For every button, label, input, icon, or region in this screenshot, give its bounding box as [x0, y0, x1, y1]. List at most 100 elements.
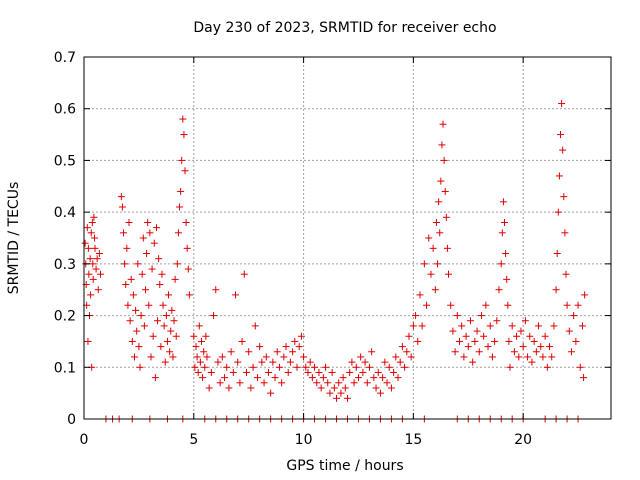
data-point — [532, 348, 540, 356]
data-point — [409, 322, 417, 330]
data-point — [317, 384, 325, 392]
data-point — [155, 255, 163, 263]
data-point — [271, 374, 279, 382]
data-point — [249, 363, 257, 371]
data-point — [177, 187, 185, 195]
data-point — [117, 193, 125, 201]
y-axis-title: SRMTID / TECUs — [6, 182, 22, 295]
data-point — [447, 301, 455, 309]
data-point — [330, 384, 338, 392]
data-point — [361, 358, 369, 366]
data-point — [469, 358, 477, 366]
data-point — [168, 306, 176, 314]
data-point — [83, 224, 91, 232]
data-point — [363, 379, 371, 387]
data-point — [501, 218, 509, 226]
data-point — [438, 141, 446, 149]
data-point — [286, 358, 294, 366]
data-point — [91, 234, 99, 242]
data-point — [521, 317, 529, 325]
data-point — [539, 353, 547, 361]
data-point — [552, 286, 560, 294]
data-point — [576, 363, 584, 371]
data-point — [251, 322, 259, 330]
data-point — [555, 172, 563, 180]
data-point — [291, 337, 299, 345]
data-point — [370, 374, 378, 382]
data-point — [149, 332, 157, 340]
y-tick-label: 0 — [67, 412, 76, 428]
data-point — [94, 286, 102, 294]
data-point — [143, 250, 151, 258]
data-points — [81, 100, 589, 423]
data-point — [203, 353, 211, 361]
data-point — [537, 343, 545, 351]
data-point — [431, 286, 439, 294]
data-point — [201, 363, 209, 371]
data-point — [432, 218, 440, 226]
data-point — [451, 348, 459, 356]
data-point — [124, 301, 132, 309]
data-point — [159, 301, 167, 309]
data-point — [486, 322, 494, 330]
data-point — [498, 229, 506, 237]
data-point — [508, 322, 516, 330]
data-point — [304, 368, 312, 376]
y-tick-label: 0.2 — [54, 309, 76, 325]
data-point — [300, 353, 308, 361]
data-point — [458, 322, 466, 330]
data-point — [297, 332, 305, 340]
data-point — [453, 312, 461, 320]
data-point — [278, 379, 286, 387]
data-point — [158, 270, 166, 278]
data-point — [313, 379, 321, 387]
data-point — [354, 374, 362, 382]
data-point — [535, 322, 543, 330]
data-point — [96, 270, 104, 278]
data-point — [559, 146, 567, 154]
data-point — [379, 374, 387, 382]
data-point — [91, 244, 99, 252]
data-point — [503, 275, 511, 283]
data-point — [326, 389, 334, 397]
data-point — [92, 265, 100, 273]
data-point — [192, 343, 200, 351]
data-point — [519, 343, 527, 351]
data-point — [197, 337, 205, 345]
x-tick-label: 0 — [80, 432, 89, 448]
data-point — [129, 291, 137, 299]
data-point — [120, 229, 128, 237]
data-point — [513, 332, 521, 340]
data-point — [218, 353, 226, 361]
data-point — [398, 343, 406, 351]
data-point — [128, 337, 136, 345]
data-point — [462, 332, 470, 340]
data-point — [176, 203, 184, 211]
x-tick-label: 10 — [295, 432, 313, 448]
data-point — [530, 337, 538, 345]
data-point — [199, 374, 207, 382]
data-point — [293, 363, 301, 371]
data-point — [139, 234, 147, 242]
data-point — [221, 374, 229, 382]
data-point — [357, 353, 365, 361]
data-point — [550, 322, 558, 330]
data-point — [488, 353, 496, 361]
data-point — [484, 343, 492, 351]
data-point — [223, 363, 231, 371]
data-point — [137, 312, 145, 320]
data-point — [132, 306, 140, 314]
data-point — [146, 229, 154, 237]
data-point — [365, 363, 373, 371]
data-point — [182, 218, 190, 226]
data-point — [150, 239, 158, 247]
data-point — [200, 348, 208, 356]
axis-ticks — [83, 56, 611, 420]
data-point — [441, 187, 449, 195]
data-point — [560, 193, 568, 201]
x-axis-title: GPS time / hours — [286, 458, 403, 474]
data-point — [350, 379, 358, 387]
data-point — [229, 368, 237, 376]
data-point — [173, 260, 181, 268]
data-point — [141, 286, 149, 294]
